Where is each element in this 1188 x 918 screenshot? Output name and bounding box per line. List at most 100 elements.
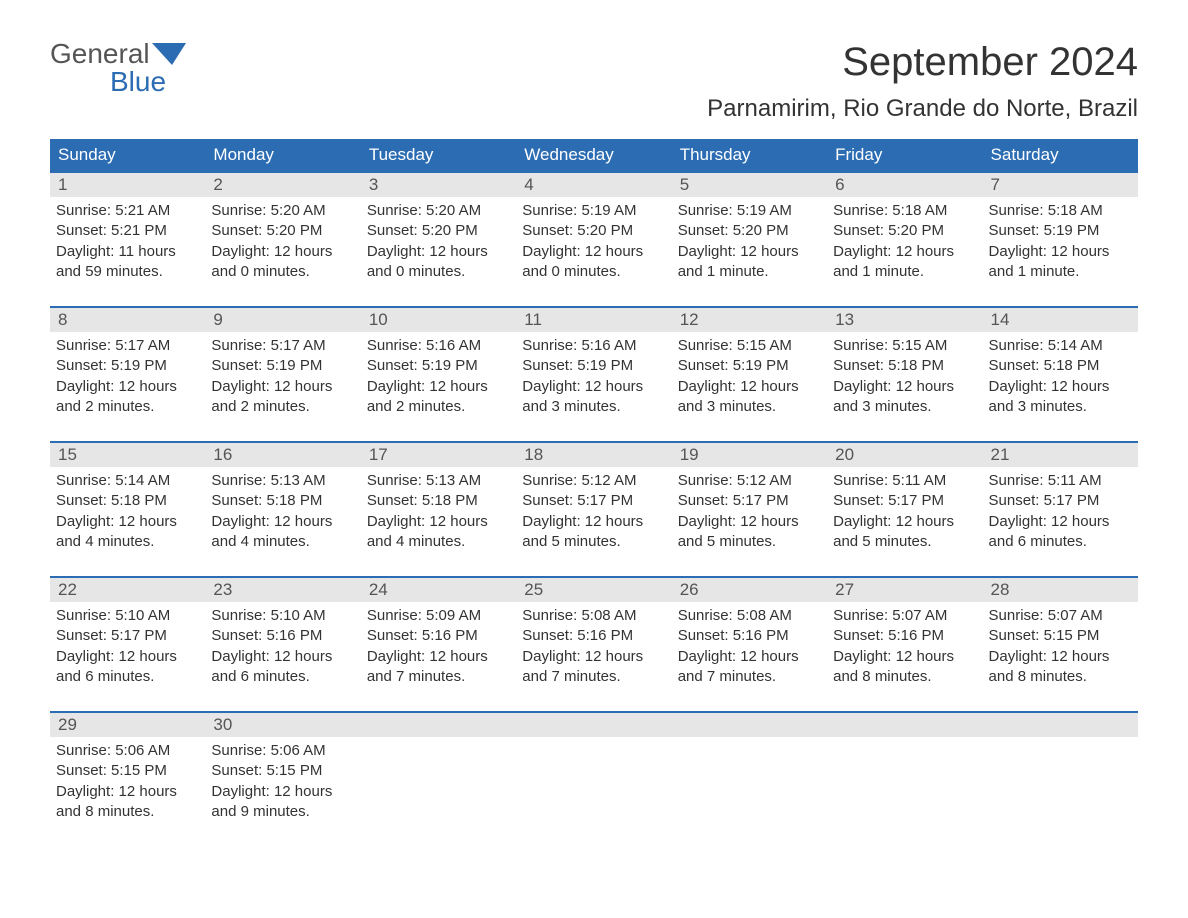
- day-daylight1: Daylight: 12 hours: [678, 242, 821, 262]
- day-sunrise: Sunrise: 5:09 AM: [367, 606, 510, 626]
- day-sunrise: Sunrise: 5:11 AM: [989, 471, 1132, 491]
- day-sunrise: Sunrise: 5:19 AM: [522, 201, 665, 221]
- day-number: 27: [827, 578, 982, 602]
- day-cell: 11Sunrise: 5:16 AMSunset: 5:19 PMDayligh…: [516, 308, 671, 423]
- day-number: 20: [827, 443, 982, 467]
- day-body: Sunrise: 5:13 AMSunset: 5:18 PMDaylight:…: [367, 467, 510, 552]
- day-daylight1: Daylight: 12 hours: [989, 647, 1132, 667]
- day-sunrise: Sunrise: 5:08 AM: [678, 606, 821, 626]
- empty-day-bar: [983, 713, 1138, 737]
- day-number: 8: [50, 308, 205, 332]
- day-daylight1: Daylight: 12 hours: [833, 242, 976, 262]
- empty-day-bar: [827, 713, 982, 737]
- day-cell: 19Sunrise: 5:12 AMSunset: 5:17 PMDayligh…: [672, 443, 827, 558]
- day-sunrise: Sunrise: 5:10 AM: [56, 606, 199, 626]
- day-cell: 25Sunrise: 5:08 AMSunset: 5:16 PMDayligh…: [516, 578, 671, 693]
- day-cell: 5Sunrise: 5:19 AMSunset: 5:20 PMDaylight…: [672, 173, 827, 288]
- day-daylight2: and 8 minutes.: [989, 667, 1132, 687]
- day-cell: 30Sunrise: 5:06 AMSunset: 5:15 PMDayligh…: [205, 713, 360, 828]
- day-daylight1: Daylight: 12 hours: [56, 782, 199, 802]
- day-daylight2: and 3 minutes.: [989, 397, 1132, 417]
- day-sunset: Sunset: 5:20 PM: [833, 221, 976, 241]
- week-row: 8Sunrise: 5:17 AMSunset: 5:19 PMDaylight…: [50, 306, 1138, 423]
- day-sunrise: Sunrise: 5:20 AM: [367, 201, 510, 221]
- day-sunset: Sunset: 5:20 PM: [367, 221, 510, 241]
- day-number: 28: [983, 578, 1138, 602]
- day-body: Sunrise: 5:14 AMSunset: 5:18 PMDaylight:…: [56, 467, 199, 552]
- day-daylight1: Daylight: 12 hours: [833, 647, 976, 667]
- day-body: Sunrise: 5:13 AMSunset: 5:18 PMDaylight:…: [211, 467, 354, 552]
- day-body: Sunrise: 5:16 AMSunset: 5:19 PMDaylight:…: [522, 332, 665, 417]
- day-sunrise: Sunrise: 5:19 AM: [678, 201, 821, 221]
- day-daylight2: and 59 minutes.: [56, 262, 199, 282]
- day-number: 1: [50, 173, 205, 197]
- day-daylight1: Daylight: 12 hours: [678, 377, 821, 397]
- day-body: Sunrise: 5:18 AMSunset: 5:19 PMDaylight:…: [989, 197, 1132, 282]
- day-sunset: Sunset: 5:19 PM: [989, 221, 1132, 241]
- day-sunset: Sunset: 5:17 PM: [56, 626, 199, 646]
- day-sunrise: Sunrise: 5:07 AM: [833, 606, 976, 626]
- day-body: Sunrise: 5:07 AMSunset: 5:16 PMDaylight:…: [833, 602, 976, 687]
- day-daylight2: and 8 minutes.: [56, 802, 199, 822]
- day-number: 11: [516, 308, 671, 332]
- day-sunset: Sunset: 5:19 PM: [678, 356, 821, 376]
- weeks-container: 1Sunrise: 5:21 AMSunset: 5:21 PMDaylight…: [50, 171, 1138, 828]
- day-daylight2: and 2 minutes.: [56, 397, 199, 417]
- day-cell: 14Sunrise: 5:14 AMSunset: 5:18 PMDayligh…: [983, 308, 1138, 423]
- empty-day-bar: [361, 713, 516, 737]
- week-row: 15Sunrise: 5:14 AMSunset: 5:18 PMDayligh…: [50, 441, 1138, 558]
- day-body: Sunrise: 5:15 AMSunset: 5:19 PMDaylight:…: [678, 332, 821, 417]
- day-body: Sunrise: 5:18 AMSunset: 5:20 PMDaylight:…: [833, 197, 976, 282]
- day-daylight2: and 7 minutes.: [522, 667, 665, 687]
- weekday-cell: Sunday: [50, 139, 205, 171]
- day-cell: 3Sunrise: 5:20 AMSunset: 5:20 PMDaylight…: [361, 173, 516, 288]
- day-cell: 12Sunrise: 5:15 AMSunset: 5:19 PMDayligh…: [672, 308, 827, 423]
- day-daylight1: Daylight: 12 hours: [833, 512, 976, 532]
- day-daylight1: Daylight: 12 hours: [211, 647, 354, 667]
- day-number: 21: [983, 443, 1138, 467]
- day-cell: 18Sunrise: 5:12 AMSunset: 5:17 PMDayligh…: [516, 443, 671, 558]
- empty-day-bar: [672, 713, 827, 737]
- day-cell: 4Sunrise: 5:19 AMSunset: 5:20 PMDaylight…: [516, 173, 671, 288]
- day-daylight2: and 6 minutes.: [56, 667, 199, 687]
- day-cell: 10Sunrise: 5:16 AMSunset: 5:19 PMDayligh…: [361, 308, 516, 423]
- day-cell: 28 Sunrise: 5:07 AMSunset: 5:15 PMDayligh…: [983, 578, 1138, 693]
- day-sunset: Sunset: 5:18 PM: [989, 356, 1132, 376]
- day-sunrise: Sunrise: 5:17 AM: [211, 336, 354, 356]
- day-sunrise: Sunrise: 5:16 AM: [522, 336, 665, 356]
- day-sunset: Sunset: 5:16 PM: [833, 626, 976, 646]
- day-sunset: Sunset: 5:21 PM: [56, 221, 199, 241]
- week-row: 22Sunrise: 5:10 AMSunset: 5:17 PMDayligh…: [50, 576, 1138, 693]
- calendar: SundayMondayTuesdayWednesdayThursdayFrid…: [50, 139, 1138, 828]
- brand-logo: General Blue: [50, 40, 186, 96]
- day-body: Sunrise: 5:10 AMSunset: 5:16 PMDaylight:…: [211, 602, 354, 687]
- day-sunset: Sunset: 5:17 PM: [833, 491, 976, 511]
- day-body: Sunrise: 5:08 AMSunset: 5:16 PMDaylight:…: [678, 602, 821, 687]
- day-cell: [672, 713, 827, 828]
- day-daylight2: and 6 minutes.: [211, 667, 354, 687]
- day-daylight2: and 4 minutes.: [56, 532, 199, 552]
- weekday-cell: Wednesday: [516, 139, 671, 171]
- day-number: 10: [361, 308, 516, 332]
- weekday-header: SundayMondayTuesdayWednesdayThursdayFrid…: [50, 139, 1138, 171]
- day-body: Sunrise: 5:17 AMSunset: 5:19 PMDaylight:…: [56, 332, 199, 417]
- day-cell: 22Sunrise: 5:10 AMSunset: 5:17 PMDayligh…: [50, 578, 205, 693]
- day-daylight1: Daylight: 12 hours: [211, 512, 354, 532]
- day-sunrise: Sunrise: 5:12 AM: [678, 471, 821, 491]
- day-sunrise: Sunrise: 5:06 AM: [211, 741, 354, 761]
- day-number: 14: [983, 308, 1138, 332]
- day-sunrise: Sunrise: 5:07 AM: [989, 606, 1132, 626]
- day-number: 23: [205, 578, 360, 602]
- day-cell: [361, 713, 516, 828]
- day-daylight1: Daylight: 12 hours: [522, 377, 665, 397]
- day-number: 3: [361, 173, 516, 197]
- day-number: 17: [361, 443, 516, 467]
- day-daylight2: and 0 minutes.: [211, 262, 354, 282]
- day-sunset: Sunset: 5:18 PM: [833, 356, 976, 376]
- day-daylight1: Daylight: 12 hours: [678, 647, 821, 667]
- day-sunset: Sunset: 5:19 PM: [56, 356, 199, 376]
- day-sunset: Sunset: 5:16 PM: [211, 626, 354, 646]
- day-sunset: Sunset: 5:15 PM: [989, 626, 1132, 646]
- day-number: 9: [205, 308, 360, 332]
- day-daylight1: Daylight: 12 hours: [367, 512, 510, 532]
